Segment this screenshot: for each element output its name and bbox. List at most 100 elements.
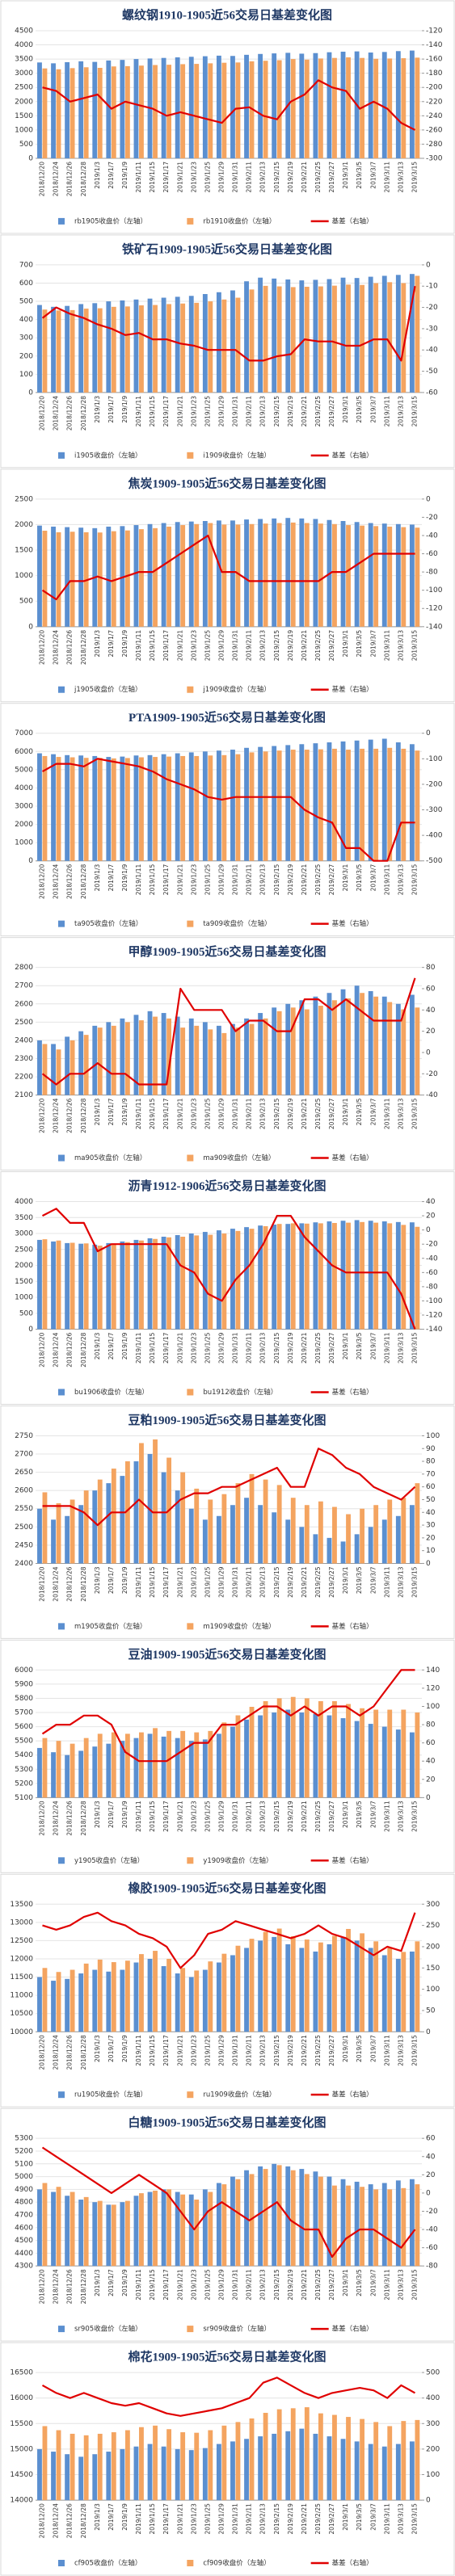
bar <box>387 1499 393 1564</box>
bar <box>202 56 208 158</box>
x-tick-label: 2019/3/11 <box>383 162 390 193</box>
bar <box>97 308 103 393</box>
legend-swatch <box>187 2560 194 2566</box>
bar <box>147 1238 153 1330</box>
y2-tick-label: -80 <box>426 569 438 577</box>
x-tick-label: 2019/1/25 <box>204 2503 211 2535</box>
x-tick-label: 2019/1/21 <box>176 2269 183 2301</box>
y2-tick-label: -40 <box>426 347 438 355</box>
x-tick-label: 2019/1/25 <box>204 1566 211 1598</box>
y-tick-label: 1500 <box>15 112 33 120</box>
x-tick-label: 2019/2/11 <box>246 2035 253 2066</box>
x-tick-label: 2019/1/25 <box>204 2035 211 2066</box>
bar <box>111 2432 116 2501</box>
x-tick-label: 2019/2/21 <box>301 2035 308 2066</box>
bar <box>249 1707 255 1798</box>
bar <box>166 1958 172 2032</box>
y-tick-label: 11000 <box>10 1992 33 2000</box>
bar <box>346 2185 351 2267</box>
bar <box>42 68 48 158</box>
legend-label: 基差（右轴） <box>332 1154 373 1162</box>
bar <box>221 299 227 393</box>
bar <box>221 2184 227 2267</box>
x-tick-label: 2019/3/5 <box>356 1332 363 1359</box>
y-tick-label: 12500 <box>10 1937 33 1945</box>
bar <box>244 1018 249 1095</box>
bar <box>194 1235 200 1330</box>
bar <box>111 1732 116 1798</box>
x-tick-label: 2019/1/3 <box>94 2269 101 2297</box>
bar <box>133 2196 139 2267</box>
bar <box>381 2183 387 2267</box>
bar <box>263 1018 268 1095</box>
bar <box>133 755 139 861</box>
x-tick-label: 2019/1/23 <box>190 396 197 427</box>
bar <box>37 62 42 158</box>
bar <box>346 750 351 861</box>
bar <box>368 276 373 393</box>
bar <box>139 65 144 158</box>
bar <box>299 280 305 393</box>
bar <box>244 1948 249 2032</box>
y2-tick-label: -40 <box>426 1091 438 1099</box>
bar <box>285 1224 291 1330</box>
x-tick-label: 2019/2/21 <box>301 2503 308 2535</box>
x-tick-label: 2018/12/20 <box>39 1332 46 1367</box>
x-tick-label: 2019/1/3 <box>94 2035 101 2062</box>
y-tick-label: 14000 <box>10 2497 33 2505</box>
bar <box>285 279 291 393</box>
y-tick-label: 10000 <box>10 2028 33 2036</box>
y2-tick-label: 0 <box>426 1226 431 1234</box>
bar <box>304 2174 310 2267</box>
bar <box>340 1936 346 2032</box>
bar <box>37 305 42 393</box>
bar <box>208 1234 213 1330</box>
bar <box>373 1941 379 2032</box>
bar <box>373 996 379 1095</box>
x-tick-label: 2019/1/21 <box>176 1801 183 1832</box>
bar <box>51 1044 56 1095</box>
y-tick-label: 4000 <box>15 1198 33 1206</box>
bar <box>216 1515 221 1564</box>
bar <box>221 2425 227 2501</box>
bar <box>230 750 235 861</box>
bar <box>188 752 194 861</box>
bar <box>120 1969 125 2032</box>
bar <box>56 1502 61 1564</box>
legend-label: cf909收盘价（左轴） <box>203 2559 270 2568</box>
x-tick-label: 2019/1/11 <box>135 162 142 193</box>
bar <box>180 755 186 861</box>
y-tick-label: 6000 <box>15 1666 33 1675</box>
x-tick-label: 2019/3/1 <box>342 1801 349 1828</box>
legend-label: y1909收盘价（左轴） <box>203 1856 272 1865</box>
y2-tick-label: 400 <box>426 2394 440 2402</box>
chart-panel: 豆粕1909-1905近56交易日基差变化图 2400 2450 2500 2550 26… <box>0 1405 455 1639</box>
legend-label: m1909收盘价（左轴） <box>203 1622 275 1631</box>
bar <box>290 1498 296 1564</box>
x-tick-label: 2019/3/13 <box>397 1332 404 1364</box>
bar <box>153 1016 158 1095</box>
x-tick-label: 2019/1/9 <box>121 1098 128 1125</box>
bar <box>360 748 365 861</box>
bar <box>368 1221 373 1330</box>
bar <box>133 299 139 393</box>
bar <box>51 63 56 158</box>
bar <box>56 2187 61 2267</box>
bar <box>368 1724 373 1798</box>
y2-tick-label: 0 <box>426 2497 431 2505</box>
x-tick-label: 2019/2/21 <box>301 630 308 662</box>
bar <box>381 52 387 158</box>
bar <box>340 2439 346 2501</box>
y-tick-label: 4800 <box>15 2199 33 2207</box>
bar <box>387 58 393 158</box>
bar <box>263 2413 268 2501</box>
x-tick-label: 2019/1/21 <box>176 1098 183 1129</box>
bar <box>360 2187 365 2267</box>
bar <box>83 2435 89 2501</box>
bar <box>387 1948 393 2032</box>
bar <box>221 1953 227 2032</box>
y2-tick-label: -60 <box>426 2244 438 2252</box>
bar <box>249 61 255 158</box>
bar <box>235 297 241 393</box>
x-tick-label: 2019/3/15 <box>411 396 418 427</box>
